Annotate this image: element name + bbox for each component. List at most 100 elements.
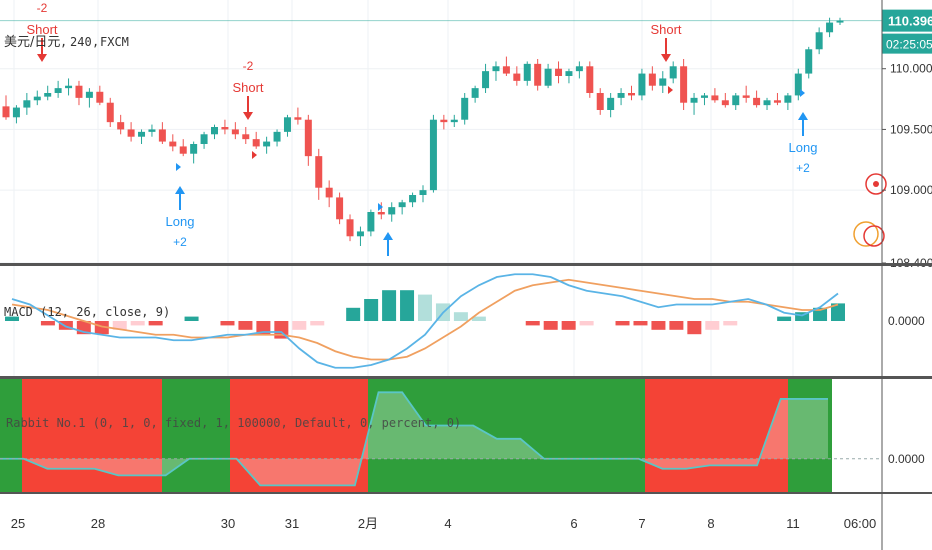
- candle-body: [200, 134, 208, 144]
- macd-histogram-bar: [238, 321, 253, 330]
- macd-histogram-bar: [112, 321, 127, 330]
- entry-marker: [378, 203, 383, 211]
- time-tick-label: 06:00: [844, 516, 877, 531]
- candle-body: [523, 63, 531, 81]
- macd-histogram-bar: [94, 321, 109, 335]
- candle-body: [33, 96, 41, 101]
- candle-body: [680, 66, 688, 103]
- candle-body: [336, 197, 344, 220]
- signal-qty: +2: [173, 235, 187, 249]
- macd-histogram-bar: [310, 321, 325, 326]
- alert-icon[interactable]: [853, 221, 879, 247]
- time-tick-label: 28: [91, 516, 105, 531]
- candle-body: [263, 141, 271, 147]
- entry-marker: [176, 163, 181, 171]
- alert-icon[interactable]: [865, 173, 887, 195]
- time-tick-label: 4: [444, 516, 451, 531]
- candle-body: [283, 117, 291, 132]
- candle-body: [138, 131, 146, 137]
- candle-body: [273, 131, 281, 142]
- alert-dot: [873, 181, 879, 187]
- macd-legend: MACD (12, 26, close, 9): [4, 305, 170, 319]
- candle-body: [565, 71, 573, 76]
- regime-band-long: [368, 379, 645, 492]
- regime-band-long: [788, 379, 832, 492]
- candle-body: [96, 91, 104, 103]
- entry-marker: [800, 89, 805, 97]
- candle-body: [544, 68, 552, 86]
- candle-body: [784, 95, 792, 103]
- macd-histogram-bar: [651, 321, 666, 330]
- price-tick-label: 109.500: [890, 122, 932, 136]
- candle-body: [315, 156, 323, 188]
- candle-body: [659, 78, 667, 86]
- candle-body: [711, 95, 719, 101]
- time-tick-label: 2月: [358, 516, 378, 531]
- macd-pane[interactable]: [5, 273, 845, 369]
- macd-histogram-bar: [346, 307, 361, 321]
- candle-body: [356, 231, 364, 237]
- candle-body: [346, 219, 354, 237]
- macd-histogram-bar: [561, 321, 576, 330]
- candle-body: [721, 100, 729, 106]
- signal-long[interactable]: Long +2: [166, 186, 195, 249]
- candle-body: [169, 141, 177, 147]
- signal-label: Short: [26, 22, 57, 37]
- candle-body: [409, 195, 417, 203]
- candle-body: [117, 122, 125, 130]
- last-price-badge[interactable]: [882, 9, 932, 32]
- arrow-up-icon: [383, 232, 393, 240]
- arrow-up-icon: [175, 186, 185, 194]
- candle-body: [607, 97, 615, 110]
- macd-histogram-bar: [400, 290, 415, 321]
- candle-body: [826, 22, 834, 33]
- strategy-pane[interactable]: [0, 379, 882, 492]
- candle-body: [586, 66, 594, 93]
- macd-histogram-bar: [831, 303, 845, 321]
- pane-separator: [0, 376, 932, 379]
- main-legend-symbol: 美元/日元: [4, 35, 60, 50]
- candle-body: [325, 187, 333, 198]
- candle-body: [367, 212, 375, 232]
- macd-histogram-bar: [184, 316, 199, 321]
- candle-body: [398, 202, 406, 208]
- macd-histogram-bar: [777, 316, 792, 321]
- candle-body: [638, 73, 646, 96]
- signal-long[interactable]: [383, 232, 393, 256]
- candle-body: [85, 91, 93, 98]
- candle-body: [805, 49, 813, 74]
- arrow-up-icon: [798, 112, 808, 120]
- candle-body: [440, 119, 448, 123]
- main-legend-sep2: ,: [92, 35, 99, 49]
- main-legend-interval: 240: [70, 35, 92, 49]
- macd-histogram-bar: [148, 321, 163, 326]
- macd-tick-label: 0.0000: [888, 314, 925, 328]
- arrow-down-icon: [37, 54, 47, 62]
- macd-histogram-bar: [418, 294, 432, 321]
- candle-body: [106, 102, 114, 123]
- candle-body: [763, 100, 771, 106]
- main-legend-sep1: ,: [60, 35, 67, 49]
- arrow-down-icon: [661, 54, 671, 62]
- macd-histogram-bar: [705, 321, 720, 330]
- candle-body: [669, 66, 677, 79]
- candle-body: [815, 32, 823, 50]
- signal-short[interactable]: Short: [650, 22, 682, 62]
- macd-histogram-bar: [615, 321, 630, 326]
- alert-icon[interactable]: [863, 225, 885, 247]
- price-axis[interactable]: 110.000109.500109.000108.400110.39602:25…: [11, 9, 932, 531]
- candle-body: [534, 63, 542, 86]
- macd-histogram-bar: [543, 321, 558, 330]
- countdown-label: 02:25:05: [886, 38, 932, 52]
- macd-line: [11, 273, 839, 369]
- regime-band-short: [22, 379, 162, 492]
- macd-histogram-bar: [364, 299, 379, 321]
- last-price-label: 110.396: [888, 14, 932, 29]
- signal-long[interactable]: Long +2: [789, 112, 818, 175]
- signal-short[interactable]: -2 Short: [26, 1, 58, 62]
- candle-body: [461, 97, 469, 120]
- signal-short[interactable]: -2 Short: [232, 59, 264, 120]
- candle-body: [252, 139, 260, 147]
- candle-body: [179, 146, 187, 154]
